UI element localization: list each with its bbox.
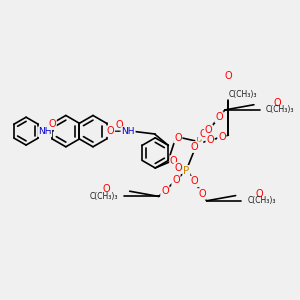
Text: P: P xyxy=(183,166,189,176)
Text: O: O xyxy=(218,132,226,142)
Text: O: O xyxy=(161,186,169,196)
Text: O: O xyxy=(191,142,199,152)
Text: O: O xyxy=(48,119,56,129)
Text: O: O xyxy=(174,163,182,173)
Text: C(CH₃)₃: C(CH₃)₃ xyxy=(228,90,257,99)
Text: NH: NH xyxy=(121,127,135,136)
Text: O: O xyxy=(190,176,198,187)
Text: O: O xyxy=(215,112,223,122)
Text: O: O xyxy=(174,133,182,142)
Text: O: O xyxy=(103,184,110,194)
Text: C(CH₃)₃: C(CH₃)₃ xyxy=(266,105,294,114)
Text: C(CH₃)₃: C(CH₃)₃ xyxy=(90,192,118,201)
Text: C(CH₃)₃: C(CH₃)₃ xyxy=(247,196,276,205)
Text: O: O xyxy=(205,125,212,135)
Text: O: O xyxy=(170,156,178,166)
Text: O: O xyxy=(116,120,123,130)
Text: O: O xyxy=(198,189,206,199)
Text: P: P xyxy=(196,137,203,147)
Text: NH: NH xyxy=(38,127,51,136)
Text: O: O xyxy=(273,98,281,108)
Text: O: O xyxy=(199,129,207,139)
Text: O: O xyxy=(172,175,180,185)
Text: O: O xyxy=(225,71,232,81)
Text: O: O xyxy=(255,188,263,199)
Text: O: O xyxy=(206,135,214,145)
Text: O: O xyxy=(106,126,114,136)
